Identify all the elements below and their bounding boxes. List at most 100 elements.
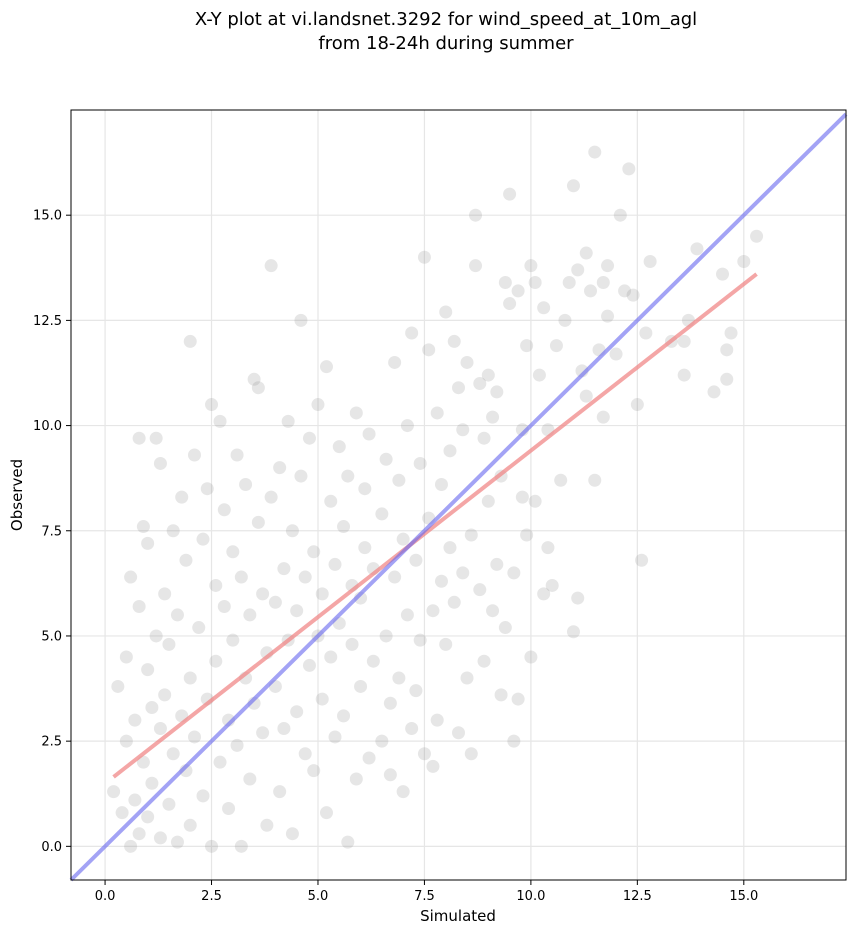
data-point [405,722,419,736]
data-point [396,532,410,546]
scatter-points [107,145,764,853]
data-point [643,254,657,268]
data-point [520,339,534,353]
data-point [430,406,444,420]
data-point [635,553,649,567]
data-point [294,469,308,483]
data-point [332,440,346,454]
data-point [179,553,193,567]
data-point [281,414,295,428]
data-point [209,578,223,592]
data-point [153,831,167,845]
data-point [183,671,197,685]
data-point [443,444,457,458]
data-point [145,776,159,790]
data-point [187,730,201,744]
data-point [277,562,291,576]
data-point [511,692,525,706]
data-point [473,376,487,390]
data-point [469,208,483,222]
data-point [413,456,427,470]
data-point [447,595,461,609]
data-point [230,448,244,462]
data-point [315,692,329,706]
data-point [349,406,363,420]
data-point [400,608,414,622]
data-point [396,785,410,799]
data-point [196,532,210,546]
data-point [524,650,538,664]
data-point [341,835,355,849]
data-point [571,591,585,605]
y-tick-label: 12.5 [33,314,62,329]
data-point [456,423,470,437]
data-point [345,637,359,651]
data-point [162,797,176,811]
data-point [622,162,636,176]
data-point [520,528,534,542]
data-point [724,326,738,340]
data-point [205,839,219,853]
data-point [507,566,521,580]
data-point [268,595,282,609]
chart-title-line-1: X-Y plot at vi.landsnet.3292 for wind_sp… [195,9,697,30]
data-point [307,764,321,778]
data-point [222,801,236,815]
data-point [503,187,517,201]
data-point [392,473,406,487]
data-point [515,490,529,504]
data-point [388,355,402,369]
data-point [477,654,491,668]
data-point [503,297,517,311]
data-point [477,431,491,445]
data-point [481,368,495,382]
data-point [298,747,312,761]
data-point [388,570,402,584]
data-point [626,288,640,302]
data-point [324,650,338,664]
data-point [158,688,172,702]
data-point [234,570,248,584]
y-tick-label: 7.5 [41,524,62,539]
data-point [302,431,316,445]
grid [71,110,846,880]
data-point [124,570,138,584]
data-point [737,254,751,268]
data-point [166,524,180,538]
data-point [554,473,568,487]
data-point [720,372,734,386]
fit-lines [69,112,848,882]
data-point [566,179,580,193]
data-point [596,410,610,424]
data-point [132,600,146,614]
y-tick-label: 2.5 [41,735,62,750]
data-point [328,557,342,571]
data-point [541,541,555,555]
data-point [417,250,431,264]
data-point [183,818,197,832]
data-point [358,541,372,555]
data-point [128,793,142,807]
data-point [375,734,389,748]
data-point [528,494,542,508]
data-point [290,705,304,719]
data-point [162,637,176,651]
data-point [362,427,376,441]
data-point [175,490,189,504]
data-point [273,461,287,475]
x-tick-label: 5.0 [308,889,329,904]
data-point [473,583,487,597]
data-point [145,700,159,714]
data-point [422,343,436,357]
data-point [452,381,465,395]
data-point [324,494,338,508]
data-point [426,604,440,618]
data-point [707,385,721,399]
data-point [601,259,615,273]
data-point [311,398,325,412]
data-point [366,654,380,668]
data-point [217,503,231,517]
data-point [405,326,419,340]
y-tick-label: 15.0 [33,209,62,224]
